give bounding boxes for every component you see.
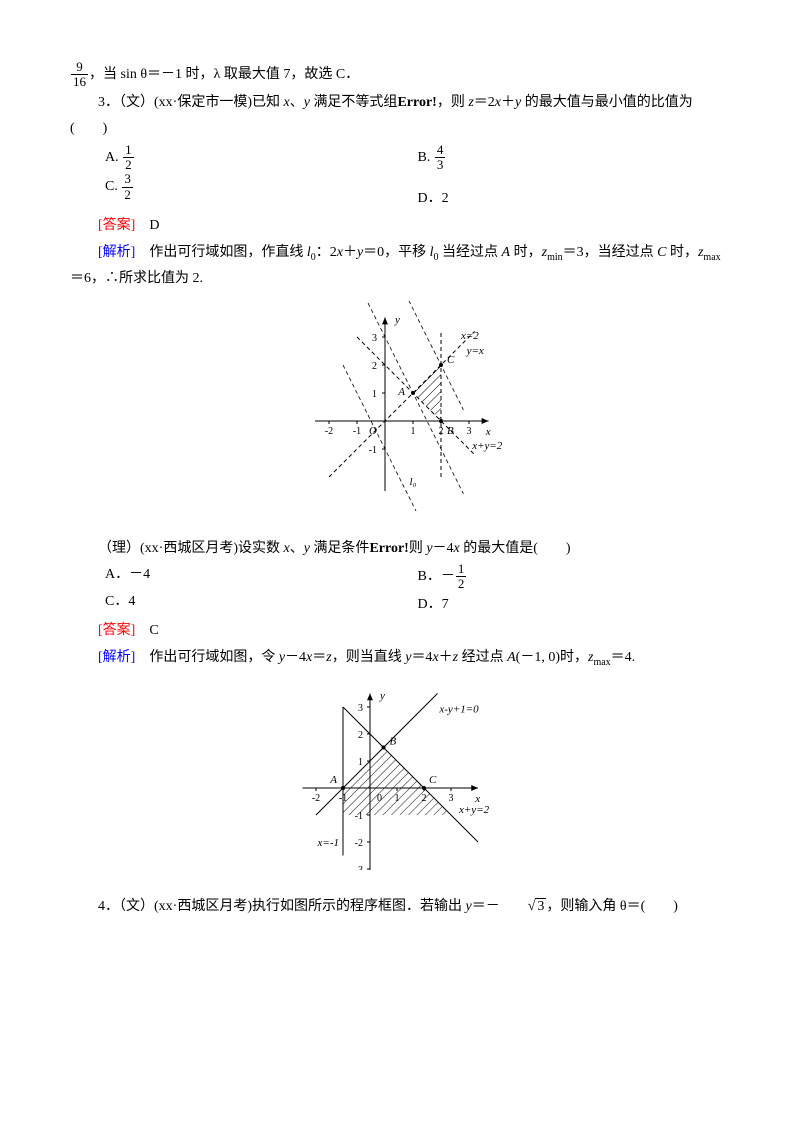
svg-text:-3: -3 <box>355 865 363 870</box>
svg-text:3: 3 <box>372 333 377 344</box>
svg-text:1: 1 <box>411 426 416 437</box>
svg-text:y=x: y=x <box>466 345 484 357</box>
svg-text:x-y+1=0: x-y+1=0 <box>438 703 479 715</box>
q4w-number: 4． <box>98 899 119 914</box>
q3l-analysis: [解析] 作出可行域如图，令 y－4x＝z，则当直线 y＝4x＋z 经过点 A(… <box>70 645 730 672</box>
svg-text:-1: -1 <box>339 793 347 804</box>
svg-text:-1: -1 <box>369 445 377 456</box>
svg-text:1: 1 <box>358 757 363 768</box>
analysis-label: [解析] <box>98 650 135 665</box>
svg-text:C: C <box>447 354 455 366</box>
q3w-options: A. 12 C. 32 B. 43 D．2 <box>105 143 730 213</box>
q3w-stem: 3．（文）(xx·保定市一模)已知 x、y 满足不等式组Error!，则 z＝2… <box>70 90 730 143</box>
svg-text:1: 1 <box>372 389 377 400</box>
frac-9-16: 9 16 <box>71 60 88 90</box>
q3l-option-b: B．－12 <box>418 562 731 592</box>
svg-text:-2: -2 <box>325 426 333 437</box>
svg-text:-2: -2 <box>312 793 320 804</box>
answer-label: [答案] <box>98 218 135 233</box>
svg-text:2: 2 <box>422 793 427 804</box>
svg-text:-2: -2 <box>355 838 363 849</box>
q3l-answer: [答案] C <box>70 618 730 645</box>
q3l-option-c: C．4 <box>105 589 418 616</box>
svg-text:C: C <box>429 774 437 786</box>
svg-text:l₀: l₀ <box>410 476 417 488</box>
svg-text:3: 3 <box>467 426 472 437</box>
svg-text:1: 1 <box>395 793 400 804</box>
intro-line: 9 16 ，当 sin θ＝－1 时，λ 取最大值 7，故选 C． <box>70 60 730 90</box>
q3w-option-d: D．2 <box>418 186 731 213</box>
q3l-option-a: A．－4 <box>105 562 418 589</box>
svg-text:0: 0 <box>377 793 382 804</box>
svg-text:y: y <box>394 314 400 326</box>
q3w-option-a: A. 12 <box>105 143 418 173</box>
svg-text:2: 2 <box>439 426 444 437</box>
q3w-answer: [答案] D <box>70 213 730 240</box>
error-text: Error! <box>397 95 436 110</box>
intro-text: ，当 sin θ＝－1 时，λ 取最大值 7，故选 C． <box>89 67 359 82</box>
q3l-stem: （理）(xx·西城区月考)设实数 x、y 满足条件Error!则 y－4x 的最… <box>70 536 730 563</box>
answer-label: [答案] <box>98 623 135 638</box>
chart2: -2 -1 1 2 3 -3 -2 -1 1 2 3 0 A B Cx-y+1=0 x+y=2 x=-1 x y <box>280 680 520 870</box>
svg-text:A: A <box>397 386 405 398</box>
svg-text:2: 2 <box>372 361 377 372</box>
q3w-number: 3． <box>98 95 119 110</box>
svg-text:B: B <box>447 425 454 437</box>
svg-text:x=-1: x=-1 <box>317 837 339 849</box>
svg-text:x+y=2: x+y=2 <box>471 440 503 452</box>
svg-text:x: x <box>474 793 480 805</box>
q4w-stem: 4．（文）(xx·西城区月考)执行如图所示的程序框图．若输出 y＝－√3，则输入… <box>70 894 730 921</box>
svg-text:2: 2 <box>358 730 363 741</box>
svg-text:-1: -1 <box>355 811 363 822</box>
sqrt-icon: √3 <box>500 894 547 921</box>
q3w-option-b: B. 43 <box>418 143 731 173</box>
chart2-wrap: -2 -1 1 2 3 -3 -2 -1 1 2 3 0 A B Cx-y+1=0 x+y=2 x=-1 x y <box>70 680 730 881</box>
analysis-label: [解析] <box>98 245 135 260</box>
error-text: Error! <box>369 541 408 556</box>
chart1-wrap: -2 -1 1 2 3 -1 1 2 3 O A B Cx=2 y=x x+y=2 l₀ x y <box>70 301 730 522</box>
svg-text:O: O <box>369 425 377 437</box>
chart1: -2 -1 1 2 3 -1 1 2 3 O A B Cx=2 y=x x+y=2 l₀ x y <box>285 301 515 511</box>
document-page: 9 16 ，当 sin θ＝－1 时，λ 取最大值 7，故选 C． 3．（文）(… <box>0 0 800 1132</box>
q3l-options: A．－4 C．4 B．－12 D．7 <box>105 562 730 618</box>
svg-text:3: 3 <box>449 793 454 804</box>
svg-text:x: x <box>485 426 491 438</box>
q3w-analysis: [解析] 作出可行域如图，作直线 l0：2x＋y＝0，平移 l0 当经过点 A … <box>70 240 730 293</box>
q3w-option-c: C. 32 <box>105 172 418 202</box>
q3l-option-d: D．7 <box>418 592 731 619</box>
svg-text:x=2: x=2 <box>460 330 479 342</box>
svg-text:-1: -1 <box>353 426 361 437</box>
frac-denominator: 16 <box>71 75 88 89</box>
svg-text:x+y=2: x+y=2 <box>458 804 490 816</box>
svg-text:B: B <box>390 735 397 747</box>
svg-text:3: 3 <box>358 703 363 714</box>
svg-text:A: A <box>329 774 337 786</box>
frac-numerator: 9 <box>71 60 88 75</box>
svg-text:y: y <box>379 690 385 702</box>
